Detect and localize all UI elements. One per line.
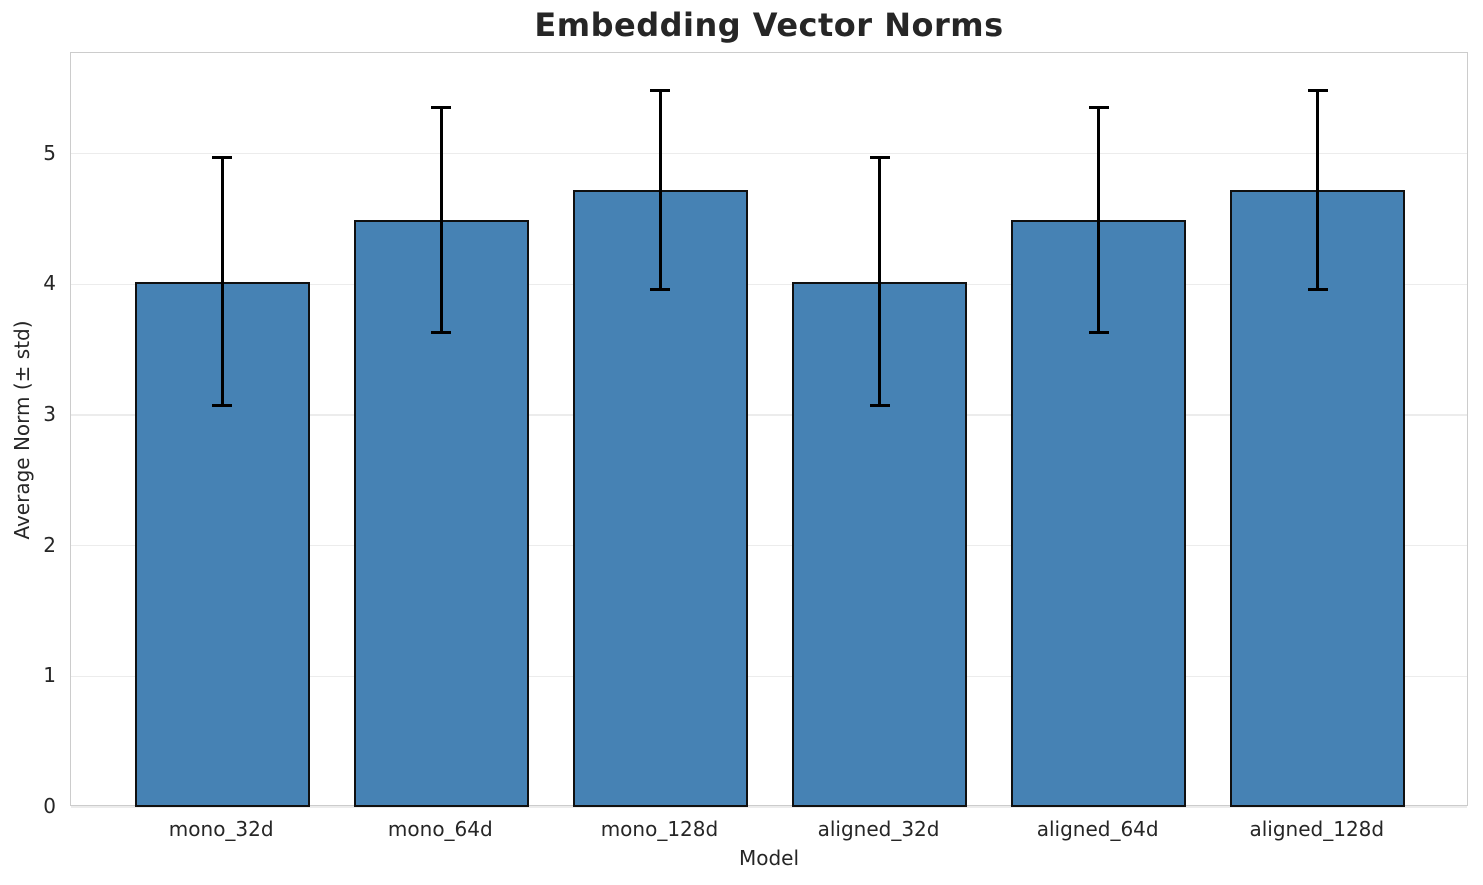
error-cap-top-mono_32d: [212, 156, 233, 160]
error-bar-mono_64d: [439, 107, 443, 333]
x-tick-label-mono_64d: mono_64d: [387, 817, 493, 841]
bar-mono_32d: [134, 281, 310, 807]
chart-title: Embedding Vector Norms: [534, 6, 1004, 44]
x-tick-label-aligned_128d: aligned_128d: [1249, 817, 1385, 841]
error-cap-bottom-mono_64d: [431, 331, 452, 335]
error-cap-top-aligned_64d: [1088, 106, 1109, 110]
error-cap-bottom-mono_128d: [650, 288, 671, 292]
error-cap-top-aligned_128d: [1307, 89, 1328, 93]
error-cap-bottom-aligned_32d: [869, 404, 890, 408]
gridline-y-4: [71, 283, 1467, 286]
error-cap-top-aligned_32d: [869, 156, 890, 160]
error-bar-mono_32d: [220, 157, 224, 406]
gridline-y-0: [71, 806, 1467, 808]
error-cap-bottom-mono_32d: [212, 404, 233, 408]
x-axis-label: Model: [738, 846, 800, 870]
gridline-y-3: [71, 414, 1467, 416]
x-tick-label-aligned_32d: aligned_32d: [817, 817, 940, 841]
x-tick-label-mono_32d: mono_32d: [168, 817, 274, 841]
x-tick-label-mono_128d: mono_128d: [600, 817, 719, 841]
y-tick-label-2: 2: [43, 532, 56, 557]
error-bar-aligned_64d: [1097, 107, 1101, 333]
error-bar-mono_128d: [658, 90, 662, 290]
error-cap-bottom-aligned_128d: [1307, 288, 1328, 292]
error-cap-bottom-aligned_64d: [1088, 331, 1109, 335]
y-axis-label: Average Norm (± std): [10, 320, 34, 540]
bar-aligned_128d: [1230, 190, 1406, 807]
y-tick-label-0: 0: [43, 794, 56, 818]
gridline-y-2: [71, 544, 1467, 547]
plot-area: [70, 52, 1468, 808]
y-tick-label-1: 1: [43, 663, 56, 688]
y-tick-label-3: 3: [43, 401, 56, 426]
x-tick-label-aligned_64d: aligned_64d: [1036, 817, 1159, 841]
gridline-y-1: [71, 675, 1467, 678]
gridline-y-5: [71, 152, 1467, 155]
error-cap-top-mono_128d: [650, 89, 671, 93]
error-bar-aligned_128d: [1316, 90, 1320, 290]
y-tick-label-5: 5: [43, 140, 56, 165]
error-cap-top-mono_64d: [431, 106, 452, 110]
error-bar-aligned_32d: [878, 157, 882, 406]
bar-mono_128d: [572, 190, 749, 807]
y-tick-label-4: 4: [43, 271, 56, 296]
